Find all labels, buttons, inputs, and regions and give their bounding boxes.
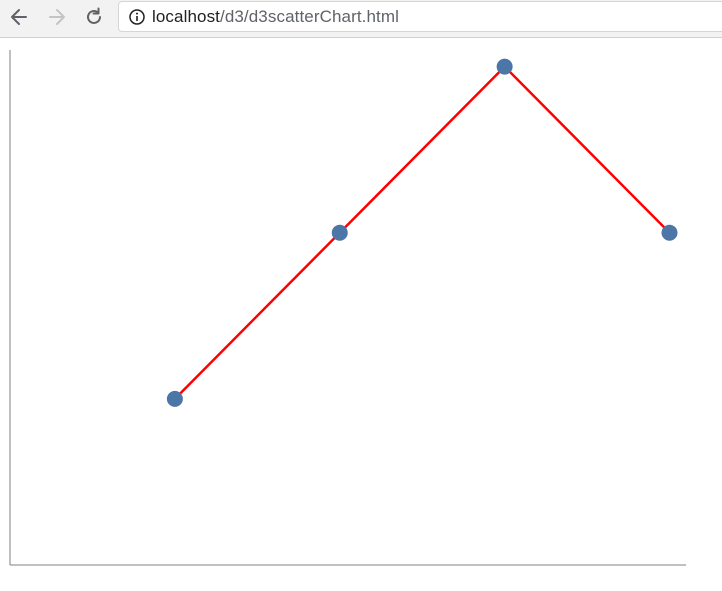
- data-point[interactable]: [331, 224, 348, 241]
- address-bar[interactable]: localhost/d3/d3scatterChart.html: [118, 1, 722, 32]
- page-content: [0, 38, 722, 591]
- series-line: [173, 64, 671, 400]
- series-points-group: [166, 58, 678, 407]
- arrow-right-icon: [47, 7, 67, 27]
- browser-toolbar: localhost/d3/d3scatterChart.html: [0, 0, 722, 38]
- url-path: /d3/d3scatterChart.html: [220, 6, 399, 26]
- url-text: localhost/d3/d3scatterChart.html: [152, 7, 399, 27]
- data-point[interactable]: [166, 390, 183, 407]
- forward-button[interactable]: [43, 4, 71, 30]
- data-point[interactable]: [496, 58, 513, 75]
- reload-button[interactable]: [80, 4, 108, 30]
- data-point[interactable]: [661, 224, 678, 241]
- arrow-left-icon: [9, 7, 29, 27]
- info-icon[interactable]: [129, 8, 145, 25]
- url-host: localhost: [152, 6, 220, 26]
- series-line-group: [173, 64, 671, 400]
- scatter-chart: [9, 50, 686, 566]
- axes: [9, 50, 686, 566]
- back-button[interactable]: [5, 4, 33, 30]
- reload-icon: [84, 7, 104, 27]
